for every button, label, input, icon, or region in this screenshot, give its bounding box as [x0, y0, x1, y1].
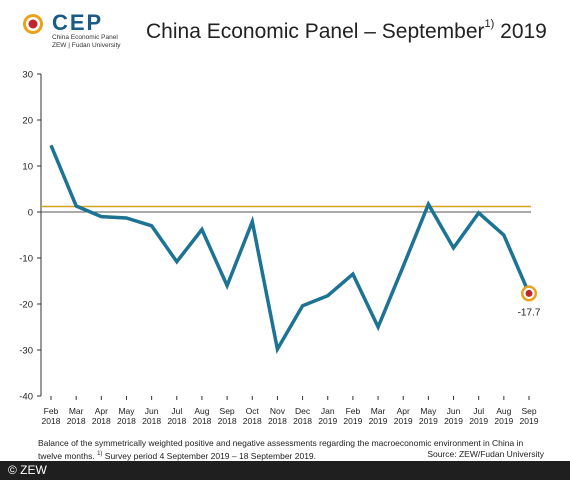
logo-subtitle-2: ZEW | Fudan University: [52, 42, 121, 49]
x-tick-label-year: 2018: [92, 416, 111, 426]
x-tick-label-month: Sep: [521, 406, 536, 416]
x-tick-label-month: Oct: [246, 406, 260, 416]
x-tick-label-year: 2018: [218, 416, 237, 426]
x-tick-label-month: Mar: [371, 406, 386, 416]
x-tick-label-month: May: [118, 406, 135, 416]
x-tick-label-year: 2018: [42, 416, 61, 426]
x-tick-label-month: Apr: [397, 406, 410, 416]
data-label: -17.7: [518, 307, 541, 318]
x-tick-label-month: Jul: [171, 406, 182, 416]
y-tick-label: -40: [19, 392, 33, 403]
footnote: Balance of the symmetrically weighted po…: [38, 438, 548, 461]
footnote-line-2-rest: Survey period 4 September 2019 – 18 Sept…: [102, 450, 317, 461]
series: [49, 144, 537, 354]
x-tick-label-year: 2018: [192, 416, 211, 426]
x-tick-label-year: 2018: [243, 416, 262, 426]
highlight-marker-core: [525, 289, 533, 297]
x-tick-label-month: Jun: [145, 406, 159, 416]
series-line: [49, 144, 531, 354]
footnote-line-2: twelve months. 1) Survey period 4 Septem…: [38, 449, 548, 461]
header: CEP China Economic Panel ZEW | Fudan Uni…: [0, 0, 570, 58]
title-main: China Economic Panel – September: [146, 20, 485, 43]
x-tick-label-year: 2019: [394, 416, 413, 426]
chart-title: China Economic Panel – September1) 2019: [146, 18, 547, 44]
x-tick-label-month: Feb: [346, 406, 361, 416]
x-tick-label-month: May: [420, 406, 437, 416]
y-tick-label: -20: [19, 300, 33, 311]
source-note: Source: ZEW/Fudan University: [427, 449, 544, 459]
x-tick-label-year: 2019: [520, 416, 539, 426]
axis-labels: 3020100-10-20-30-40Feb2018Mar2018Apr2018…: [19, 70, 541, 427]
x-tick-label-year: 2019: [419, 416, 438, 426]
footnote-line-1: Balance of the symmetrically weighted po…: [38, 438, 524, 448]
x-tick-label-month: Jan: [321, 406, 335, 416]
x-tick-label-year: 2018: [293, 416, 312, 426]
title-footnote-mark: 1): [484, 18, 495, 30]
footnote-sup: 1): [97, 450, 103, 457]
y-tick-label: 20: [22, 116, 33, 127]
footer-bar: © ZEW: [0, 461, 570, 480]
x-tick-label-year: 2019: [444, 416, 463, 426]
copyright: © ZEW: [8, 463, 47, 477]
y-tick-label: -10: [19, 254, 33, 265]
x-tick-label-month: Apr: [95, 406, 108, 416]
logo-subtitle: China Economic Panel: [52, 34, 118, 41]
x-tick-label-month: Dec: [295, 406, 311, 416]
x-tick-label-year: 2018: [142, 416, 161, 426]
logo-text: CEP: [52, 10, 104, 35]
x-tick-label-month: Aug: [496, 406, 511, 416]
x-tick-label-year: 2018: [67, 416, 86, 426]
x-tick-label-month: Jul: [473, 406, 484, 416]
x-tick-label-year: 2018: [117, 416, 136, 426]
x-tick-label-year: 2018: [268, 416, 287, 426]
y-tick-label: 0: [28, 208, 33, 219]
footnote-line-2-start: twelve months.: [38, 450, 95, 461]
x-tick-label-month: Mar: [69, 406, 84, 416]
y-tick-label: 30: [22, 70, 33, 81]
x-tick-label-year: 2019: [318, 416, 337, 426]
y-tick-label: -30: [19, 346, 33, 357]
x-tick-label-year: 2019: [343, 416, 362, 426]
x-tick-label-month: Sep: [220, 406, 235, 416]
axes: [37, 73, 531, 400]
cep-logo-icon: [23, 14, 43, 34]
x-tick-label-year: 2019: [494, 416, 513, 426]
line-chart: 3020100-10-20-30-40Feb2018Mar2018Apr2018…: [19, 70, 541, 427]
x-tick-label-month: Jun: [447, 406, 461, 416]
title-year: 2019: [494, 20, 547, 43]
x-tick-label-month: Feb: [44, 406, 59, 416]
x-tick-label-year: 2018: [167, 416, 186, 426]
x-tick-label-month: Aug: [194, 406, 209, 416]
y-tick-label: 10: [22, 162, 33, 173]
x-tick-label-year: 2019: [469, 416, 488, 426]
x-tick-label-month: Nov: [270, 406, 286, 416]
x-tick-label-year: 2019: [369, 416, 388, 426]
